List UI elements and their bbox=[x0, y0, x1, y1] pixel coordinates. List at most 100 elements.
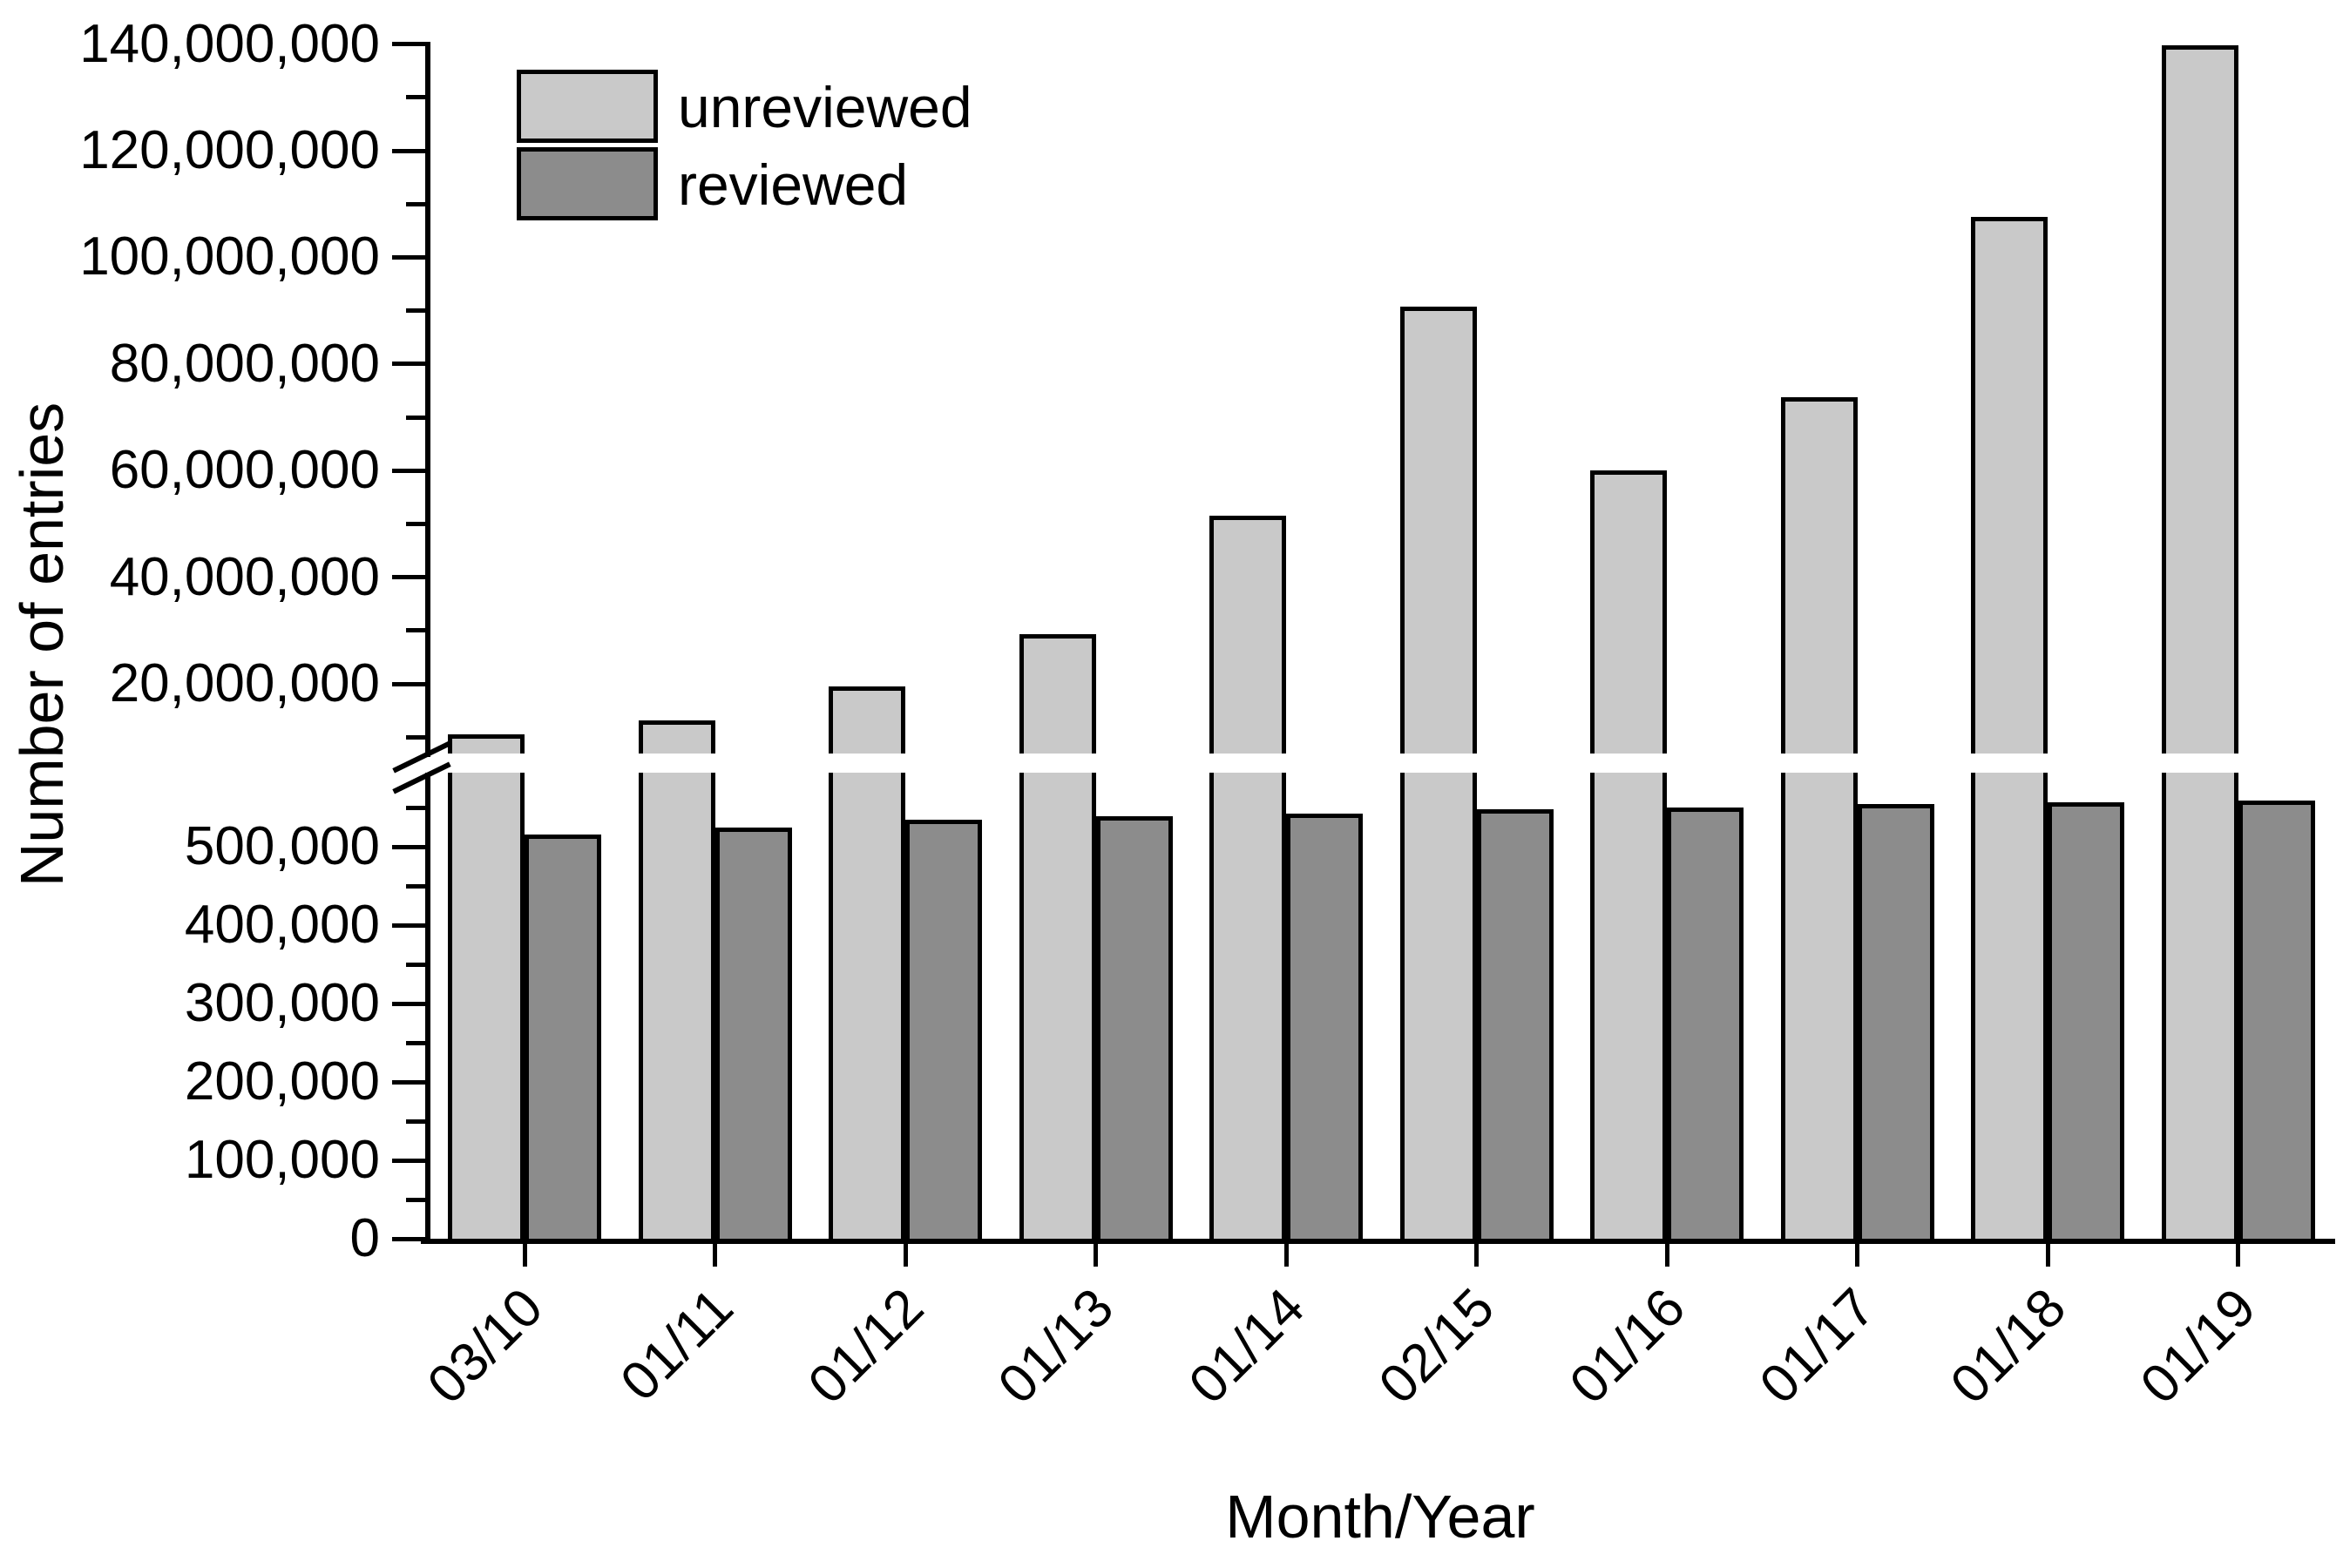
bar-unreviewed-upper bbox=[638, 720, 715, 754]
bar-reviewed bbox=[2048, 801, 2124, 1240]
bar-unreviewed-upper bbox=[829, 686, 905, 754]
y-axis-title: Number of entries bbox=[8, 402, 76, 888]
x-tick-label: 01/17 bbox=[1749, 1277, 1887, 1416]
y-tick-minor bbox=[406, 628, 425, 633]
x-tick-label: 03/10 bbox=[416, 1277, 555, 1416]
legend-swatch-unreviewed bbox=[517, 70, 658, 143]
y-tick-label: 100,000 bbox=[184, 1130, 380, 1190]
bar-unreviewed-upper bbox=[1780, 397, 1858, 754]
bar-unreviewed-upper bbox=[1399, 306, 1477, 754]
y-tick-label: 400,000 bbox=[184, 895, 380, 955]
x-tick bbox=[522, 1244, 527, 1267]
x-tick bbox=[713, 1244, 717, 1267]
y-tick-minor bbox=[406, 95, 425, 100]
y-axis-line bbox=[425, 42, 430, 1244]
y-tick-label: 500,000 bbox=[184, 816, 380, 876]
y-tick-minor bbox=[406, 1197, 425, 1202]
bar-reviewed bbox=[1095, 815, 1173, 1240]
bar-unreviewed-lower bbox=[1209, 773, 1286, 1240]
bar-unreviewed-upper bbox=[1019, 634, 1096, 754]
y-tick-label: 60,000,000 bbox=[109, 440, 380, 501]
y-tick-major bbox=[392, 42, 425, 47]
y-tick-label: 300,000 bbox=[184, 973, 380, 1033]
bar-reviewed bbox=[2238, 800, 2315, 1240]
bar-unreviewed-lower bbox=[1780, 773, 1858, 1240]
bar-unreviewed-lower bbox=[1019, 773, 1096, 1240]
x-tick bbox=[903, 1244, 908, 1267]
bar-unreviewed-upper bbox=[1209, 516, 1286, 754]
x-tick bbox=[1283, 1244, 1289, 1267]
axis-break-band bbox=[430, 754, 2335, 773]
x-tick bbox=[1474, 1244, 1479, 1267]
bar-unreviewed-lower bbox=[829, 773, 905, 1240]
y-tick-major bbox=[392, 1158, 425, 1163]
bar-reviewed bbox=[905, 820, 982, 1240]
y-tick-label: 140,000,000 bbox=[79, 13, 380, 74]
bar-unreviewed-upper bbox=[1590, 470, 1667, 754]
bar-unreviewed-upper bbox=[448, 734, 525, 754]
y-tick-minor bbox=[406, 415, 425, 420]
y-tick-minor bbox=[406, 734, 425, 740]
y-tick-minor bbox=[406, 1040, 425, 1045]
bar-reviewed bbox=[714, 828, 792, 1240]
y-tick-minor bbox=[406, 308, 425, 314]
y-tick-label: 20,000,000 bbox=[109, 653, 380, 713]
y-tick-label: 120,000,000 bbox=[79, 120, 380, 180]
bar-unreviewed-upper bbox=[1971, 216, 2048, 754]
legend-swatch-reviewed bbox=[517, 147, 658, 220]
x-axis-line bbox=[421, 1239, 2335, 1244]
x-tick-label: 01/12 bbox=[796, 1277, 936, 1416]
y-tick-major bbox=[392, 254, 425, 260]
y-tick-major bbox=[392, 362, 425, 367]
bar-unreviewed-lower bbox=[1971, 773, 2048, 1240]
bar-reviewed bbox=[1857, 804, 1934, 1240]
y-tick-major bbox=[392, 148, 425, 153]
x-tick-label: 01/16 bbox=[1558, 1277, 1697, 1416]
y-tick-minor bbox=[406, 805, 425, 810]
y-tick-label: 0 bbox=[349, 1208, 380, 1268]
y-tick-major bbox=[392, 844, 425, 849]
x-axis-title: Month/Year bbox=[1225, 1483, 1535, 1551]
axis-break-gap bbox=[418, 757, 432, 773]
bar-unreviewed-lower bbox=[1590, 773, 1667, 1240]
y-tick-major bbox=[392, 923, 425, 928]
x-tick bbox=[2236, 1244, 2240, 1267]
y-tick-label: 40,000,000 bbox=[109, 546, 380, 607]
bar-unreviewed-lower bbox=[448, 773, 525, 1240]
y-tick-label: 200,000 bbox=[184, 1051, 380, 1112]
y-tick-label: 100,000,000 bbox=[79, 226, 380, 287]
bar-reviewed bbox=[525, 834, 601, 1240]
y-tick-label: 80,000,000 bbox=[109, 333, 380, 394]
legend-label-unreviewed: unreviewed bbox=[678, 75, 972, 139]
y-tick-minor bbox=[406, 883, 425, 889]
bar-reviewed bbox=[1286, 814, 1363, 1240]
bar-unreviewed-lower bbox=[638, 773, 715, 1240]
y-tick-major bbox=[392, 1079, 425, 1085]
y-tick-minor bbox=[406, 962, 425, 967]
legend-label-reviewed: reviewed bbox=[678, 152, 909, 217]
bar-reviewed bbox=[1476, 808, 1554, 1240]
x-tick-label: 01/14 bbox=[1177, 1277, 1317, 1416]
x-tick bbox=[1855, 1244, 1859, 1267]
y-tick-minor bbox=[406, 201, 425, 206]
x-tick-label: 02/15 bbox=[1368, 1277, 1507, 1416]
x-tick-label: 01/18 bbox=[1939, 1277, 2078, 1416]
bar-unreviewed-upper bbox=[2161, 45, 2238, 754]
y-tick-minor bbox=[406, 521, 425, 526]
x-tick bbox=[2045, 1244, 2050, 1267]
y-tick-major bbox=[392, 1236, 425, 1241]
y-tick-major bbox=[392, 681, 425, 686]
bar-unreviewed-lower bbox=[2161, 773, 2238, 1240]
bar-reviewed bbox=[1667, 808, 1744, 1240]
y-tick-major bbox=[392, 575, 425, 580]
y-tick-minor bbox=[406, 1119, 425, 1124]
y-tick-major bbox=[392, 468, 425, 473]
y-tick-major bbox=[392, 1001, 425, 1006]
x-tick-label: 01/11 bbox=[609, 1277, 745, 1413]
x-tick bbox=[1664, 1244, 1669, 1267]
x-tick-label: 01/19 bbox=[2130, 1277, 2268, 1416]
x-tick bbox=[1094, 1244, 1098, 1267]
bar-unreviewed-lower bbox=[1399, 773, 1477, 1240]
